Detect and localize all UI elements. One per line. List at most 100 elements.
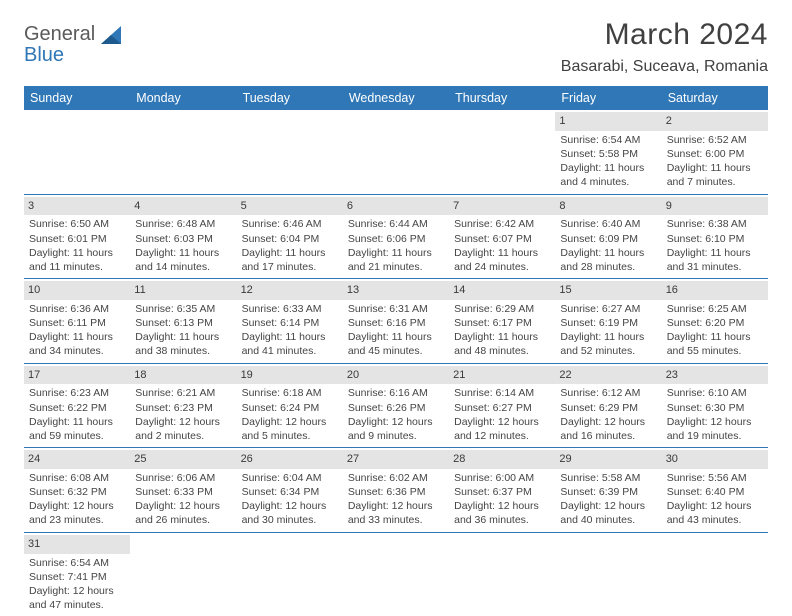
daylight-text-1: Daylight: 11 hours xyxy=(667,246,763,260)
day-number: 17 xyxy=(24,366,130,385)
day-cell: 4Sunrise: 6:48 AMSunset: 6:03 PMDaylight… xyxy=(130,194,236,279)
sunset-text: Sunset: 6:03 PM xyxy=(135,232,231,246)
brand-logo: General Blue xyxy=(24,18,125,66)
day-cell: 30Sunrise: 5:56 AMSunset: 6:40 PMDayligh… xyxy=(662,448,768,533)
sunset-text: Sunset: 6:19 PM xyxy=(560,316,656,330)
day-cell: 18Sunrise: 6:21 AMSunset: 6:23 PMDayligh… xyxy=(130,363,236,448)
daylight-text-2: and 30 minutes. xyxy=(242,513,338,527)
daylight-text-2: and 5 minutes. xyxy=(242,429,338,443)
daylight-text-1: Daylight: 11 hours xyxy=(29,415,125,429)
sunrise-text: Sunrise: 6:04 AM xyxy=(242,471,338,485)
daylight-text-2: and 12 minutes. xyxy=(454,429,550,443)
day-header-friday: Friday xyxy=(555,86,661,110)
page-title: March 2024 xyxy=(561,18,768,52)
daylight-text-1: Daylight: 12 hours xyxy=(454,499,550,513)
sunset-text: Sunset: 5:58 PM xyxy=(560,147,656,161)
title-block: March 2024 Basarabi, Suceava, Romania xyxy=(561,18,768,76)
daylight-text-2: and 26 minutes. xyxy=(135,513,231,527)
day-number: 3 xyxy=(24,197,130,216)
daylight-text-2: and 17 minutes. xyxy=(242,260,338,274)
daylight-text-2: and 7 minutes. xyxy=(667,175,763,189)
daylight-text-1: Daylight: 12 hours xyxy=(348,499,444,513)
day-cell: 22Sunrise: 6:12 AMSunset: 6:29 PMDayligh… xyxy=(555,363,661,448)
day-cell: 3Sunrise: 6:50 AMSunset: 6:01 PMDaylight… xyxy=(24,194,130,279)
empty-cell xyxy=(343,110,449,194)
sunrise-text: Sunrise: 6:48 AM xyxy=(135,217,231,231)
day-cell: 5Sunrise: 6:46 AMSunset: 6:04 PMDaylight… xyxy=(237,194,343,279)
sunrise-text: Sunrise: 6:02 AM xyxy=(348,471,444,485)
sunrise-text: Sunrise: 6:16 AM xyxy=(348,386,444,400)
daylight-text-2: and 34 minutes. xyxy=(29,344,125,358)
day-cell: 26Sunrise: 6:04 AMSunset: 6:34 PMDayligh… xyxy=(237,448,343,533)
day-number: 26 xyxy=(237,450,343,469)
sunset-text: Sunset: 6:40 PM xyxy=(667,485,763,499)
sunrise-text: Sunrise: 6:38 AM xyxy=(667,217,763,231)
daylight-text-1: Daylight: 12 hours xyxy=(135,499,231,513)
day-number: 16 xyxy=(662,281,768,300)
sunset-text: Sunset: 6:06 PM xyxy=(348,232,444,246)
sunset-text: Sunset: 6:04 PM xyxy=(242,232,338,246)
day-number: 31 xyxy=(24,535,130,554)
empty-cell xyxy=(130,110,236,194)
day-number: 25 xyxy=(130,450,236,469)
day-cell: 7Sunrise: 6:42 AMSunset: 6:07 PMDaylight… xyxy=(449,194,555,279)
sunset-text: Sunset: 6:07 PM xyxy=(454,232,550,246)
day-cell: 15Sunrise: 6:27 AMSunset: 6:19 PMDayligh… xyxy=(555,279,661,364)
daylight-text-2: and 41 minutes. xyxy=(242,344,338,358)
day-cell: 31Sunrise: 6:54 AMSunset: 7:41 PMDayligh… xyxy=(24,532,130,616)
sunset-text: Sunset: 6:34 PM xyxy=(242,485,338,499)
daylight-text-2: and 16 minutes. xyxy=(560,429,656,443)
day-number: 19 xyxy=(237,366,343,385)
sunrise-text: Sunrise: 6:25 AM xyxy=(667,302,763,316)
day-number: 18 xyxy=(130,366,236,385)
day-header-sunday: Sunday xyxy=(24,86,130,110)
day-number: 29 xyxy=(555,450,661,469)
sunset-text: Sunset: 6:23 PM xyxy=(135,401,231,415)
daylight-text-1: Daylight: 12 hours xyxy=(29,499,125,513)
sunset-text: Sunset: 6:13 PM xyxy=(135,316,231,330)
sunrise-text: Sunrise: 6:36 AM xyxy=(29,302,125,316)
daylight-text-1: Daylight: 12 hours xyxy=(560,499,656,513)
sunrise-text: Sunrise: 6:29 AM xyxy=(454,302,550,316)
daylight-text-2: and 48 minutes. xyxy=(454,344,550,358)
sunrise-text: Sunrise: 6:44 AM xyxy=(348,217,444,231)
sunset-text: Sunset: 6:29 PM xyxy=(560,401,656,415)
day-number: 11 xyxy=(130,281,236,300)
daylight-text-2: and 24 minutes. xyxy=(454,260,550,274)
empty-cell xyxy=(555,532,661,616)
daylight-text-1: Daylight: 12 hours xyxy=(560,415,656,429)
sunrise-text: Sunrise: 6:42 AM xyxy=(454,217,550,231)
sunset-text: Sunset: 6:37 PM xyxy=(454,485,550,499)
empty-cell xyxy=(449,110,555,194)
day-number: 12 xyxy=(237,281,343,300)
day-cell: 6Sunrise: 6:44 AMSunset: 6:06 PMDaylight… xyxy=(343,194,449,279)
daylight-text-2: and 14 minutes. xyxy=(135,260,231,274)
day-header-monday: Monday xyxy=(130,86,236,110)
daylight-text-1: Daylight: 11 hours xyxy=(560,161,656,175)
daylight-text-2: and 47 minutes. xyxy=(29,598,125,612)
day-cell: 29Sunrise: 5:58 AMSunset: 6:39 PMDayligh… xyxy=(555,448,661,533)
day-header-thursday: Thursday xyxy=(449,86,555,110)
daylight-text-1: Daylight: 11 hours xyxy=(454,330,550,344)
day-number: 4 xyxy=(130,197,236,216)
empty-cell xyxy=(24,110,130,194)
day-cell: 12Sunrise: 6:33 AMSunset: 6:14 PMDayligh… xyxy=(237,279,343,364)
sunrise-text: Sunrise: 6:06 AM xyxy=(135,471,231,485)
day-header-tuesday: Tuesday xyxy=(237,86,343,110)
day-cell: 16Sunrise: 6:25 AMSunset: 6:20 PMDayligh… xyxy=(662,279,768,364)
day-cell: 13Sunrise: 6:31 AMSunset: 6:16 PMDayligh… xyxy=(343,279,449,364)
daylight-text-1: Daylight: 11 hours xyxy=(135,330,231,344)
day-cell: 28Sunrise: 6:00 AMSunset: 6:37 PMDayligh… xyxy=(449,448,555,533)
header: General Blue March 2024 Basarabi, Suceav… xyxy=(24,18,768,76)
daylight-text-2: and 33 minutes. xyxy=(348,513,444,527)
week-row: 17Sunrise: 6:23 AMSunset: 6:22 PMDayligh… xyxy=(24,363,768,448)
day-cell: 25Sunrise: 6:06 AMSunset: 6:33 PMDayligh… xyxy=(130,448,236,533)
sunset-text: Sunset: 6:17 PM xyxy=(454,316,550,330)
daylight-text-2: and 36 minutes. xyxy=(454,513,550,527)
daylight-text-2: and 31 minutes. xyxy=(667,260,763,274)
sunrise-text: Sunrise: 6:52 AM xyxy=(667,133,763,147)
location-subtitle: Basarabi, Suceava, Romania xyxy=(561,58,768,76)
daylight-text-2: and 40 minutes. xyxy=(560,513,656,527)
brand-part1: General xyxy=(24,23,95,45)
day-cell: 2Sunrise: 6:52 AMSunset: 6:00 PMDaylight… xyxy=(662,110,768,194)
